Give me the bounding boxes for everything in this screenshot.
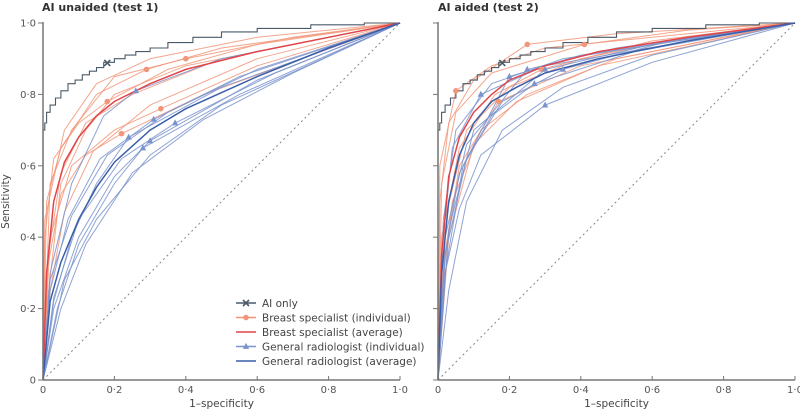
- legend-marker: [242, 342, 250, 349]
- x-tick-label: 0: [435, 385, 441, 396]
- general-radiologist-operating-point: [139, 144, 147, 151]
- breast-specialist-average-curve: [42, 22, 401, 381]
- legend-item: General radiologist (average): [236, 356, 417, 368]
- general-radiologist-individual-curve: [42, 22, 401, 381]
- legend-marker: [243, 314, 249, 321]
- breast-specialist-operating-point: [453, 88, 459, 94]
- breast-specialist-individual-curve: [437, 22, 796, 381]
- legend-marker: [242, 299, 250, 307]
- y-axis-label: Sensitivity: [0, 174, 12, 229]
- y-tick-label: 0: [30, 376, 36, 387]
- y-tick-label: 0·2: [20, 304, 36, 315]
- y-tick-label: 0·8: [20, 90, 36, 101]
- x-tick-label: 1·0: [787, 385, 800, 396]
- general-radiologist-operating-point: [541, 65, 549, 72]
- general-radiologist-individual-curve: [42, 22, 401, 381]
- general-radiologist-individual-curve: [437, 22, 796, 381]
- legend-item: General radiologist (individual): [236, 341, 424, 353]
- breast-specialist-individual-curve: [42, 22, 401, 381]
- breast-specialist-operating-point: [158, 105, 164, 112]
- general-radiologist-operating-point: [541, 101, 549, 108]
- general-radiologist-individual-curve: [437, 22, 796, 381]
- legend: AI only Breast specialist (individual) Bre…: [236, 298, 424, 368]
- breast-specialist-operating-point: [524, 41, 531, 48]
- legend-label: Breast specialist (average): [262, 327, 403, 339]
- breast-specialist-average-curve: [437, 22, 796, 381]
- legend-label: Breast specialist (individual): [262, 312, 411, 324]
- general-radiologist-operating-point: [531, 80, 538, 87]
- x-tick-label: 0·2: [501, 385, 517, 396]
- x-tick-label: 0·6: [249, 385, 265, 396]
- chance-diagonal-line: [42, 22, 401, 381]
- general-radiologist-operating-point: [150, 115, 157, 122]
- breast-specialist-operating-point: [143, 66, 150, 73]
- breast-specialist-individual-curve: [42, 22, 401, 381]
- general-radiologist-individual-curve: [42, 22, 401, 381]
- legend-label: General radiologist (individual): [262, 341, 424, 353]
- x-tick-label: 0·2: [106, 385, 122, 396]
- x-tick-label: 1·0: [392, 385, 408, 396]
- general-radiologist-average-curve: [42, 22, 401, 381]
- general-radiologist-individual-curve: [42, 22, 401, 381]
- y-tick-label: 0·6: [20, 161, 36, 172]
- panel-title: AI unaided (test 1): [42, 1, 158, 14]
- x-axis-label: 1–specificity: [584, 398, 649, 410]
- x-tick-label: 0·4: [178, 385, 194, 396]
- general-radiologist-operating-point: [559, 65, 567, 72]
- x-tick-label: 0·4: [573, 385, 589, 396]
- general-radiologist-operating-point: [132, 87, 140, 94]
- legend-item: AI only: [236, 298, 298, 310]
- ai-only-curve: [437, 22, 795, 380]
- general-radiologist-individual-curve: [42, 22, 401, 381]
- general-radiologist-operating-point: [477, 90, 485, 97]
- panel-ai-unaided: AI unaided (test 1) 0 0·2 0·4 0·6 0·8 1·0 0 0·2 0…: [0, 1, 408, 410]
- ai-only-curve: [42, 22, 400, 380]
- breast-specialist-operating-point: [495, 98, 502, 105]
- general-radiologist-operating-point: [171, 119, 179, 126]
- legend-label: AI only: [262, 298, 298, 310]
- x-tick-label: 0·6: [644, 385, 660, 396]
- ai-operating-point: [498, 59, 506, 67]
- panel-ai-aided: AI aided (test 2) 0 0·2 0·4 0·6 0·8 1·0 1–speci…: [433, 1, 800, 410]
- ai-operating-point: [103, 59, 111, 67]
- breast-specialist-individual-curve: [42, 22, 401, 381]
- x-tick-label: 0·8: [321, 385, 337, 396]
- breast-specialist-operating-point: [104, 98, 111, 105]
- breast-specialist-operating-point: [118, 130, 125, 137]
- x-axis-label: 1–specificity: [189, 398, 254, 410]
- general-radiologist-individual-curve: [42, 22, 401, 381]
- general-radiologist-operating-point: [125, 133, 132, 140]
- breast-specialist-operating-point: [581, 41, 588, 48]
- y-tick-label: 1·0: [20, 19, 36, 30]
- general-radiologist-operating-point: [524, 65, 531, 72]
- general-radiologist-individual-curve: [42, 22, 401, 381]
- x-tick-label: 0: [40, 385, 46, 396]
- legend-item: Breast specialist (average): [236, 327, 403, 339]
- general-radiologist-individual-curve: [42, 22, 401, 381]
- breast-specialist-individual-curve: [437, 22, 796, 381]
- legend-label: General radiologist (average): [262, 356, 417, 368]
- general-radiologist-average-curve: [437, 22, 796, 381]
- panel-title: AI aided (test 2): [438, 1, 539, 14]
- general-radiologist-operating-point: [506, 72, 513, 79]
- x-tick-label: 0·8: [716, 385, 732, 396]
- general-radiologist-operating-point: [146, 137, 154, 144]
- y-tick-label: 0·4: [20, 233, 36, 244]
- chance-diagonal-line: [437, 22, 796, 381]
- legend-item: Breast specialist (individual): [236, 312, 411, 324]
- breast-specialist-individual-curve: [42, 22, 401, 381]
- breast-specialist-operating-point: [183, 55, 189, 62]
